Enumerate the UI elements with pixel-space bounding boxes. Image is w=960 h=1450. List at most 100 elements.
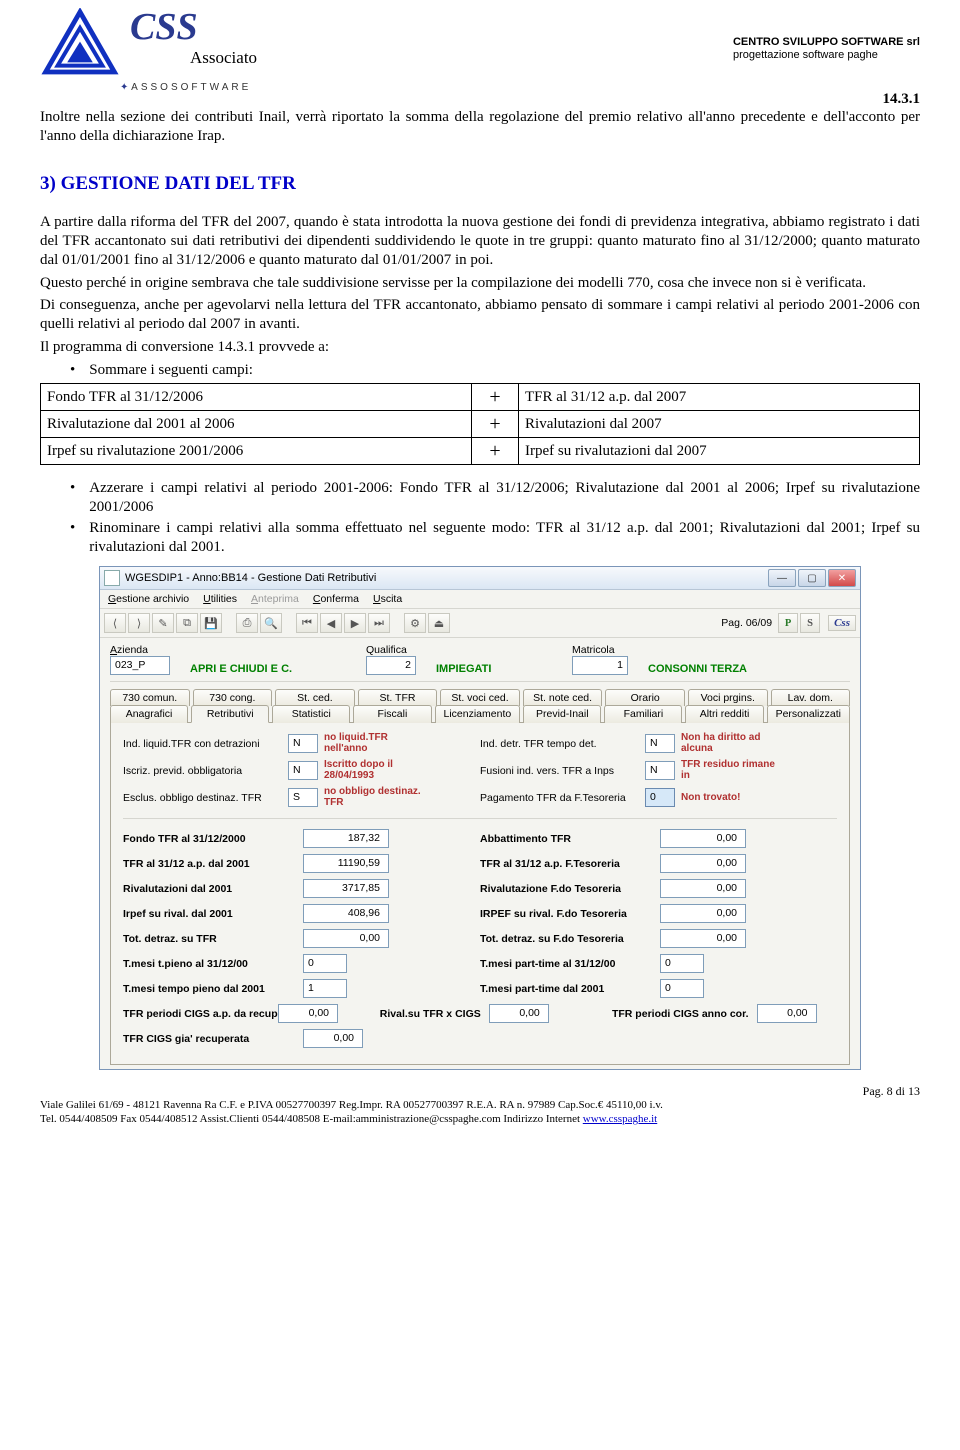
- table-cell-plus: +: [472, 438, 519, 465]
- tool-save-icon[interactable]: 💾: [200, 613, 222, 633]
- tool-fwd-icon[interactable]: ▶: [344, 613, 366, 633]
- paragraph-1: A partire dalla riforma del TFR del 2007…: [40, 213, 920, 269]
- tab-statistici[interactable]: Statistici: [272, 705, 350, 723]
- tool-edit-icon[interactable]: ✎: [152, 613, 174, 633]
- tool-prev-icon[interactable]: ⟨: [104, 613, 126, 633]
- table-cell: Irpef su rivalutazione 2001/2006: [41, 438, 472, 465]
- data-input[interactable]: 1: [303, 979, 347, 998]
- qualifica-name: IMPIEGATI: [432, 663, 556, 675]
- flag-input[interactable]: N: [645, 734, 675, 753]
- data-label: Tot. detraz. su F.do Tesoreria: [480, 933, 660, 945]
- data-label: Irpef su rival. dal 2001: [123, 908, 303, 920]
- table-cell: TFR al 31/12 a.p. dal 2007: [519, 384, 920, 411]
- data-label: Rivalutazione F.do Tesoreria: [480, 883, 660, 895]
- flag-desc: Iscritto dopo il 28/04/1993: [324, 760, 424, 781]
- tab-st-tfr[interactable]: St. TFR: [358, 689, 438, 706]
- data-label: Rivalutazioni dal 2001: [123, 883, 303, 895]
- tab-st-note[interactable]: St. note ced.: [523, 689, 603, 706]
- tool-back-icon[interactable]: ◀: [320, 613, 342, 633]
- tab-lav-dom[interactable]: Lav. dom.: [771, 689, 851, 706]
- azienda-label: Azienda: [110, 644, 170, 656]
- paragraph-3: Di conseguenza, anche per agevolarvi nel…: [40, 296, 920, 334]
- data-input[interactable]: 0,00: [303, 1029, 363, 1048]
- flag-label: Fusioni ind. vers. TFR a Inps: [480, 765, 645, 777]
- flag-input[interactable]: N: [288, 761, 318, 780]
- maximize-button[interactable]: ▢: [798, 569, 826, 587]
- tab-anagrafici[interactable]: Anagrafici: [110, 705, 188, 723]
- tool-exit-icon[interactable]: ⏏: [428, 613, 450, 633]
- footer-line-1: Viale Galilei 61/69 - 48121 Ravenna Ra C…: [40, 1099, 920, 1113]
- data-input[interactable]: 3717,85: [303, 879, 389, 898]
- data-input[interactable]: 0,00: [489, 1004, 549, 1023]
- window-title: WGESDIP1 - Anno:BB14 - Gestione Dati Ret…: [125, 572, 376, 584]
- pag-s-button[interactable]: S: [800, 613, 820, 633]
- data-label: TFR al 31/12 a.p. dal 2001: [123, 858, 303, 870]
- tool-next-icon[interactable]: ⟩: [128, 613, 150, 633]
- table-cell: Rivalutazione dal 2001 al 2006: [41, 411, 472, 438]
- company-logo: [40, 8, 120, 88]
- footer-link[interactable]: www.csspaghe.it: [583, 1113, 657, 1125]
- menu-conferma[interactable]: Conferma: [313, 593, 359, 605]
- menu-gestione[interactable]: Gestione archivio: [108, 593, 189, 605]
- pag-p-button[interactable]: P: [778, 613, 798, 633]
- tool-copy-icon[interactable]: ⧉: [176, 613, 198, 633]
- flag-input[interactable]: N: [645, 761, 675, 780]
- data-input[interactable]: 0,00: [660, 854, 746, 873]
- section-heading: 3) GESTIONE DATI DEL TFR: [40, 172, 920, 196]
- data-input[interactable]: 0: [660, 954, 704, 973]
- tab-730-cong[interactable]: 730 cong.: [193, 689, 273, 706]
- data-input[interactable]: 187,32: [303, 829, 389, 848]
- data-label: Tot. detraz. su TFR: [123, 933, 303, 945]
- menu-utilities[interactable]: Utilities: [203, 593, 237, 605]
- window-icon: [104, 570, 120, 586]
- tab-familiari[interactable]: Familiari: [604, 705, 682, 723]
- tab-retributivi[interactable]: Retributivi: [191, 705, 269, 723]
- tab-voci-prgins[interactable]: Voci prgins.: [688, 689, 768, 706]
- tool-gear-icon[interactable]: ⚙: [404, 613, 426, 633]
- tab-st-voci[interactable]: St. voci ced.: [440, 689, 520, 706]
- tool-print-icon[interactable]: ⎙: [236, 613, 258, 633]
- flag-input[interactable]: N: [288, 734, 318, 753]
- tool-search-icon[interactable]: 🔍: [260, 613, 282, 633]
- tab-licenziamento[interactable]: Licenziamento: [435, 705, 521, 723]
- paragraph-2: Questo perché in origine sembrava che ta…: [40, 274, 920, 293]
- minimize-button[interactable]: —: [768, 569, 796, 587]
- data-input[interactable]: 0,00: [278, 1004, 338, 1023]
- tab-altri-redditi[interactable]: Altri redditi: [685, 705, 763, 723]
- bullet-sommare: Sommare i seguenti campi:: [70, 361, 920, 380]
- tab-orario[interactable]: Orario: [605, 689, 685, 706]
- data-input[interactable]: 0,00: [660, 904, 746, 923]
- flag-desc: Non ha diritto ad alcuna: [681, 733, 781, 754]
- data-input[interactable]: 0,00: [660, 829, 746, 848]
- qualifica-input[interactable]: 2: [366, 656, 416, 675]
- tab-personalizzati[interactable]: Personalizzati: [767, 705, 850, 723]
- data-input[interactable]: 11190,59: [303, 854, 389, 873]
- associato-label: Associato: [190, 48, 320, 68]
- data-input[interactable]: 0: [660, 979, 704, 998]
- toolbar: ⟨ ⟩ ✎ ⧉ 💾 ⎙ 🔍 ⏮ ◀ ▶ ⏭ ⚙ ⏏ Pag. 06/09 P S…: [100, 609, 860, 638]
- tab-st-ced[interactable]: St. ced.: [275, 689, 355, 706]
- flag-input[interactable]: S: [288, 788, 318, 807]
- data-input[interactable]: 0,00: [660, 929, 746, 948]
- flag-input[interactable]: 0: [645, 788, 675, 807]
- tab-fiscali[interactable]: Fiscali: [353, 705, 431, 723]
- flag-label: Iscriz. previd. obbligatoria: [123, 765, 288, 777]
- data-input[interactable]: 408,96: [303, 904, 389, 923]
- azienda-input[interactable]: 023_P: [110, 656, 170, 675]
- data-input[interactable]: 0,00: [757, 1004, 817, 1023]
- data-input[interactable]: 0,00: [660, 879, 746, 898]
- data-input[interactable]: 0,00: [303, 929, 389, 948]
- data-label: Rival.su TFR x CIGS: [361, 1008, 489, 1020]
- tool-first-icon[interactable]: ⏮: [296, 613, 318, 633]
- company-tagline: progettazione software paghe: [733, 49, 920, 62]
- tab-730-comun[interactable]: 730 comun.: [110, 689, 190, 706]
- footer-line-2: Tel. 0544/408509 Fax 0544/408512 Assist.…: [40, 1113, 920, 1127]
- tab-previd-inail[interactable]: Previd-Inail: [523, 705, 601, 723]
- matricola-input[interactable]: 1: [572, 656, 628, 675]
- menu-uscita[interactable]: Uscita: [373, 593, 402, 605]
- close-button[interactable]: ✕: [828, 569, 856, 587]
- menu-anteprima[interactable]: Anteprima: [251, 593, 299, 605]
- tool-last-icon[interactable]: ⏭: [368, 613, 390, 633]
- data-input[interactable]: 0: [303, 954, 347, 973]
- table-cell-plus: +: [472, 411, 519, 438]
